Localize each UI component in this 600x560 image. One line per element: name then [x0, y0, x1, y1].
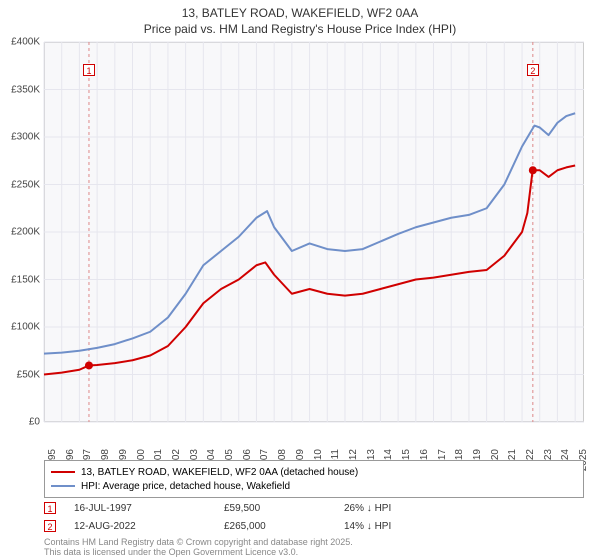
ytick-label: £100K: [0, 322, 40, 333]
event-marker: 2: [527, 64, 539, 76]
ytick-label: £200K: [0, 227, 40, 238]
legend-swatch: [51, 471, 75, 473]
legend-row: HPI: Average price, detached house, Wake…: [51, 479, 577, 493]
transaction-table: 1 16-JUL-1997£59,50026% ↓ HPI 2 12-AUG-2022…: [44, 499, 584, 535]
ytick-label: £350K: [0, 84, 40, 95]
legend-label: HPI: Average price, detached house, Wake…: [81, 481, 290, 492]
legend-row: 13, BATLEY ROAD, WAKEFIELD, WF2 0AA (det…: [51, 465, 577, 479]
legend-label: 13, BATLEY ROAD, WAKEFIELD, WF2 0AA (det…: [81, 467, 358, 478]
transaction-date: 16-JUL-1997: [74, 503, 224, 514]
chart-svg: [44, 42, 584, 422]
ytick-label: £400K: [0, 37, 40, 48]
transaction-price: £59,500: [224, 503, 344, 514]
transaction-price: £265,000: [224, 521, 344, 532]
ytick-label: £150K: [0, 274, 40, 285]
transaction-row: 2 12-AUG-2022£265,00014% ↓ HPI: [44, 517, 584, 535]
chart-title-line2: Price paid vs. HM Land Registry's House …: [0, 22, 600, 38]
footer-line2: This data is licensed under the Open Gov…: [44, 548, 353, 558]
transaction-marker: 2: [44, 520, 56, 532]
chart-title-line1: 13, BATLEY ROAD, WAKEFIELD, WF2 0AA: [0, 6, 600, 22]
legend-swatch: [51, 485, 75, 487]
transaction-hpi: 26% ↓ HPI: [344, 503, 464, 514]
transaction-date: 12-AUG-2022: [74, 521, 224, 532]
event-marker: 1: [83, 64, 95, 76]
ytick-label: £0: [0, 417, 40, 428]
transaction-hpi: 14% ↓ HPI: [344, 521, 464, 532]
ytick-label: £300K: [0, 132, 40, 143]
legend: 13, BATLEY ROAD, WAKEFIELD, WF2 0AA (det…: [44, 460, 584, 498]
footer-note: Contains HM Land Registry data © Crown c…: [44, 538, 353, 558]
transaction-marker: 1: [44, 502, 56, 514]
ytick-label: £250K: [0, 179, 40, 190]
transaction-row: 1 16-JUL-1997£59,50026% ↓ HPI: [44, 499, 584, 517]
ytick-label: £50K: [0, 369, 40, 380]
chart: £0£50K£100K£150K£200K£250K£300K£350K£400…: [44, 42, 584, 422]
